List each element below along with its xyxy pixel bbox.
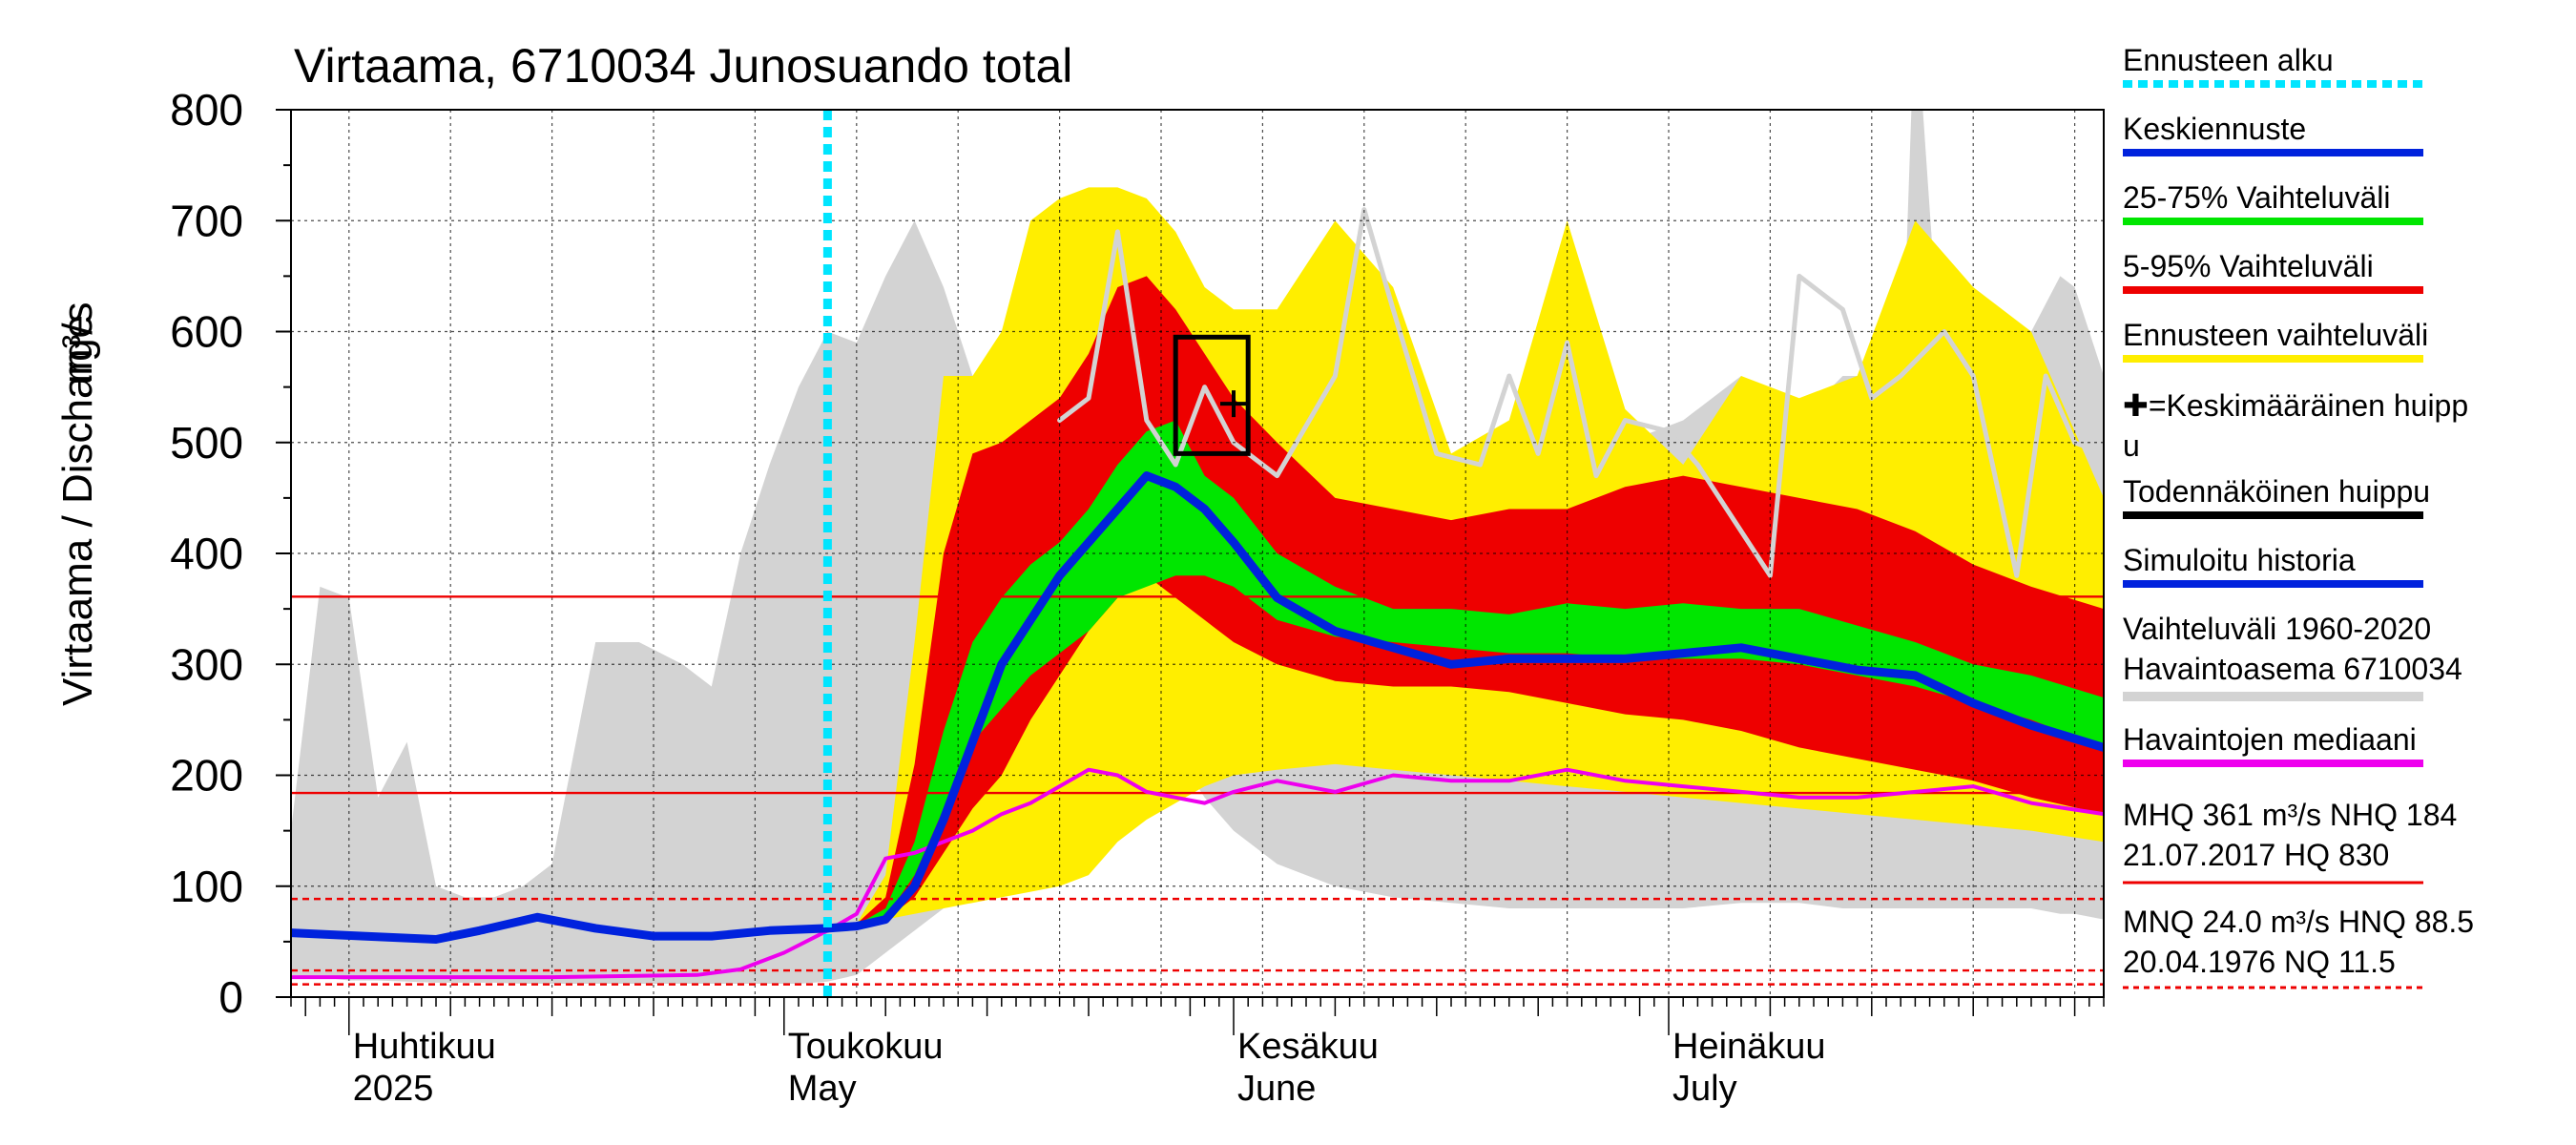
- y-tick-label: 100: [170, 862, 243, 911]
- legend-label-range: Ennusteen vaihteluväli: [2123, 318, 2428, 352]
- chart-title: Virtaama, 6710034 Junosuando total: [294, 39, 1072, 93]
- plot-area: [290, 109, 2105, 998]
- legend-label2-meanpeak: u: [2123, 428, 2140, 463]
- y-tick-label: 600: [170, 307, 243, 357]
- y-tick-label: 400: [170, 529, 243, 578]
- legend-label-hist: Vaihteluväli 1960-2020: [2123, 612, 2431, 646]
- y-axis-label: Virtaama / Discharge: [54, 315, 101, 706]
- y-tick-label: 200: [170, 751, 243, 801]
- x-month-label: Toukokuu: [788, 1027, 944, 1067]
- y-tick-label: 700: [170, 196, 243, 245]
- grid: [291, 110, 2104, 997]
- legend: Ennusteen alku Keskiennuste 25-75% Vaihtel…: [2123, 43, 2468, 767]
- x-month-sublabel: June: [1237, 1069, 1316, 1109]
- legend-label-probpeak: Todennäköinen huippu: [2123, 474, 2430, 509]
- y-tick-label: 500: [170, 418, 243, 468]
- legend-label-p25_75: 25-75% Vaihteluväli: [2123, 180, 2390, 215]
- forecast-member-line: [1057, 207, 2104, 578]
- plot-content: [291, 110, 2104, 997]
- legend-label-median: Keskiennuste: [2123, 112, 2306, 146]
- legend-label-simhist: Simuloitu historia: [2123, 543, 2356, 577]
- x-month-sublabel: May: [788, 1069, 857, 1109]
- x-month-sublabel: 2025: [353, 1069, 434, 1109]
- mean-peak-marker: [1220, 390, 1247, 418]
- forecast-25-75-band: [827, 420, 2104, 928]
- stat-line-4: 20.04.1976 NQ 11.5: [2123, 945, 2396, 979]
- y-tick-label: 800: [170, 85, 243, 135]
- forecast-median-line: [822, 471, 2104, 933]
- legend-label-p5_95: 5-95% Vaihteluväli: [2123, 249, 2374, 283]
- y-tick-label: 300: [170, 639, 243, 689]
- x-month-label: Heinäkuu: [1672, 1027, 1826, 1067]
- stat-line-2: 21.07.2017 HQ 830: [2123, 838, 2389, 872]
- simulated-history-line: [291, 912, 832, 944]
- legend-label-meanpeak: ✚=Keskimääräinen huipp: [2123, 388, 2468, 423]
- observation-median-line: [291, 767, 2104, 980]
- stat-line-1: MHQ 361 m³/s NHQ 184: [2123, 798, 2457, 832]
- y-axis-unit: m³/s: [54, 302, 101, 384]
- legend-label-obsmed: Havaintojen mediaani: [2123, 722, 2417, 757]
- legend-label2-hist: Havaintoasema 6710034: [2123, 652, 2462, 686]
- statistics-block: MHQ 361 m³/s NHQ 184 21.07.2017 HQ 830 M…: [2123, 798, 2474, 989]
- legend-label-start: Ennusteen alku: [2123, 43, 2334, 77]
- x-month-label: Kesäkuu: [1237, 1027, 1379, 1067]
- x-month-sublabel: July: [1672, 1069, 1737, 1109]
- y-axis: 0 100 200 300 400 500 600 700 800: [170, 85, 291, 1022]
- probable-peak-box: [1173, 334, 1251, 456]
- stat-line-3: MNQ 24.0 m³/s HNQ 88.5: [2123, 905, 2474, 939]
- y-tick-label: 0: [218, 972, 243, 1022]
- x-month-label: Huhtikuu: [353, 1027, 496, 1067]
